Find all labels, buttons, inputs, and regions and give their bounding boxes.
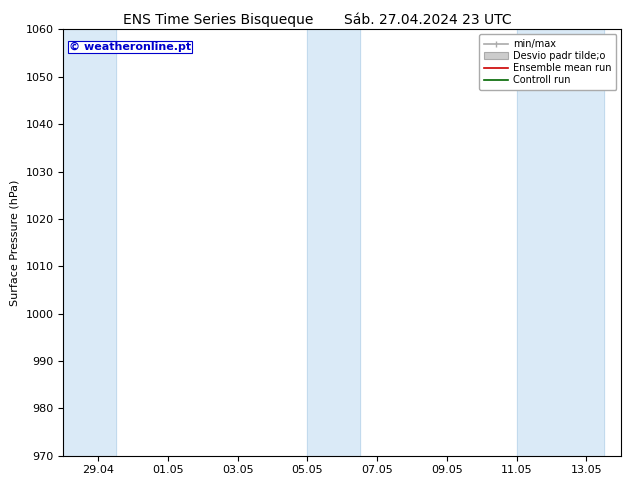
Legend: min/max, Desvio padr tilde;o, Ensemble mean run, Controll run: min/max, Desvio padr tilde;o, Ensemble m…	[479, 34, 616, 90]
Text: ENS Time Series Bisqueque       Sáb. 27.04.2024 23 UTC: ENS Time Series Bisqueque Sáb. 27.04.202…	[123, 12, 511, 27]
Text: © weatheronline.pt: © weatheronline.pt	[69, 42, 191, 52]
Y-axis label: Surface Pressure (hPa): Surface Pressure (hPa)	[10, 179, 20, 306]
Bar	[517, 29, 604, 456]
Bar	[63, 29, 115, 456]
Bar	[307, 29, 360, 456]
